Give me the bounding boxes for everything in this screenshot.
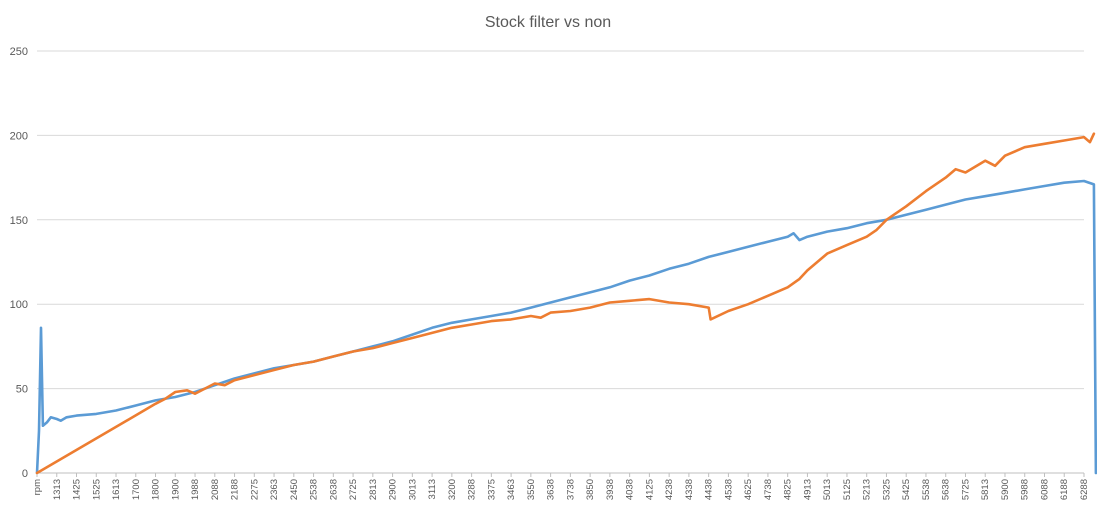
x-tick-label: 5988: [1020, 479, 1031, 500]
series-line-1: [35, 179, 1097, 475]
x-tick-label: 1313: [52, 479, 63, 500]
x-tick-label: 3013: [407, 479, 418, 500]
x-tick-label: 3550: [526, 479, 537, 500]
x-tick-label: 5425: [901, 479, 912, 500]
x-tick-label: 4238: [664, 479, 675, 500]
x-tick-label: 1800: [151, 479, 162, 500]
x-tick-label: 6188: [1059, 479, 1070, 500]
x-tick-label: 3738: [565, 479, 576, 500]
x-tick-label: 3638: [546, 479, 557, 500]
x-tick-label: 3375: [486, 479, 497, 500]
x-tick-label: rpm: [32, 479, 43, 495]
x-tick-label: 6088: [1039, 479, 1050, 500]
x-tick-label: 2188: [230, 479, 241, 500]
x-tick-label: 2638: [328, 479, 339, 500]
x-tick-label: 3288: [467, 479, 478, 500]
x-tick-label: 5900: [1000, 479, 1011, 500]
x-tick-label: 4538: [723, 479, 734, 500]
x-tick-label: 5538: [921, 479, 932, 500]
y-tick-label: 0: [22, 468, 28, 480]
x-tick-label: 4825: [783, 479, 794, 500]
x-tick-label: 1613: [111, 479, 122, 500]
x-tick-label: 5125: [842, 479, 853, 500]
x-tick-label: 5013: [822, 479, 833, 500]
y-tick-label: 150: [10, 215, 28, 227]
y-tick-label: 100: [10, 299, 28, 311]
y-axis-ticks: 0 50 100 150 200 250: [10, 46, 28, 480]
x-tick-label: 2088: [210, 479, 221, 500]
x-tick-label: 2900: [388, 479, 399, 500]
x-tick-label: 2363: [269, 479, 280, 500]
y-tick-label: 250: [10, 46, 28, 58]
x-tick-label: 3200: [447, 479, 458, 500]
x-tick-label: 1425: [72, 479, 83, 500]
x-tick-label: 4125: [644, 479, 655, 500]
x-tick-label: 6288: [1079, 479, 1090, 500]
y-tick-label: 50: [16, 384, 28, 396]
gridlines: [37, 50, 1084, 474]
y-tick-label: 200: [10, 130, 28, 142]
x-tick-label: 5725: [960, 479, 971, 500]
x-tick-label: 4338: [684, 479, 695, 500]
x-tick-label: 2450: [289, 479, 300, 500]
x-tick-label: 4625: [743, 479, 754, 500]
x-tick-label: 5813: [980, 479, 991, 500]
x-tick-label: 2538: [309, 479, 320, 500]
x-tick-label: 4913: [802, 479, 813, 500]
x-tick-label: 2813: [368, 479, 379, 500]
x-tick-label: 1700: [131, 479, 142, 500]
series-line-2: [35, 132, 1096, 475]
x-tick-label: 3938: [605, 479, 616, 500]
x-tick-label: 1525: [91, 479, 102, 500]
x-tick-label: 2725: [348, 479, 359, 500]
x-tick-label: 4438: [704, 479, 715, 500]
x-tick-label: 3463: [506, 479, 517, 500]
x-tick-label: 3850: [585, 479, 596, 500]
chart-title: Stock filter vs non: [485, 14, 611, 31]
x-tick-label: 1900: [170, 479, 181, 500]
x-tick-label: 2275: [249, 479, 260, 500]
x-tick-label: 3113: [427, 479, 438, 499]
series-lines: [35, 132, 1097, 475]
x-tick-label: 5325: [881, 479, 892, 500]
x-tick-label: 4738: [763, 479, 774, 500]
x-tick-label: 5638: [941, 479, 952, 500]
x-tick-label: 1988: [190, 479, 201, 500]
x-tick-label: 4038: [625, 479, 636, 500]
x-axis-ticks: rpm 1313 1425 1525 1613 1700 1800 1900 1988 2088 2…: [32, 473, 1090, 500]
x-tick-label: 5213: [862, 479, 873, 500]
